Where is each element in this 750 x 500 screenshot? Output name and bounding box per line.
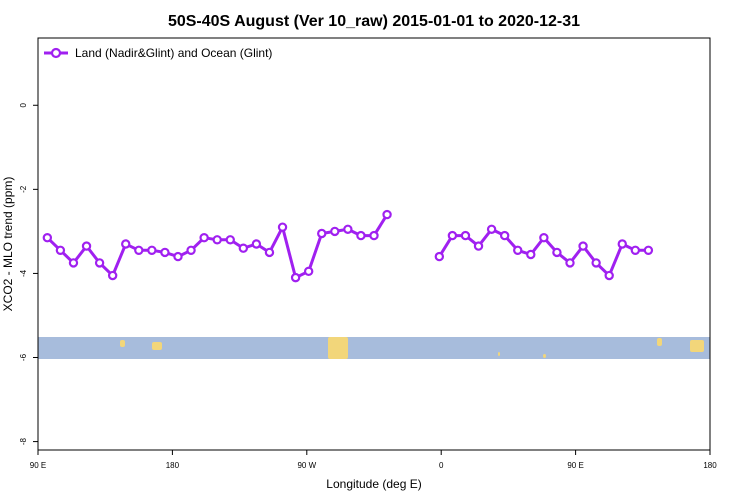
data-point	[186, 245, 196, 256]
data-point	[55, 245, 66, 256]
data-point	[526, 249, 536, 260]
y-tick-label: -8	[19, 437, 28, 445]
x-tick-label: 90 E	[567, 461, 583, 470]
data-point	[382, 209, 392, 220]
x-tick-label: 90 W	[297, 461, 316, 470]
chart-title: 50S-40S August (Ver 10_raw) 2015-01-01 t…	[168, 13, 580, 30]
land-patch	[120, 340, 125, 347]
data-point	[81, 241, 92, 251]
x-tick-label: 90 E	[30, 461, 46, 470]
data-point	[173, 251, 183, 262]
land-patch	[690, 340, 704, 352]
y-tick-label: 0	[19, 102, 28, 107]
legend: Land (Nadir&Glint) and Ocean (Glint)	[44, 46, 272, 60]
data-point	[343, 224, 353, 234]
data-point	[591, 258, 601, 268]
data-point	[473, 241, 484, 251]
data-point	[460, 230, 471, 241]
series	[42, 209, 654, 283]
data-point	[225, 235, 235, 245]
data-point	[68, 258, 79, 268]
legend-marker	[50, 47, 62, 59]
data-point	[434, 251, 445, 262]
data-point	[317, 228, 327, 239]
data-point	[447, 230, 458, 241]
data-point	[94, 258, 105, 268]
x-axis: 90 E 180 90 W 0 90 E 180	[30, 450, 717, 470]
y-axis-label: XCO2 - MLO trend (ppm)	[1, 177, 15, 312]
data-point	[369, 230, 379, 241]
legend-label: Land (Nadir&Glint) and Ocean (Glint)	[75, 46, 272, 60]
land-patch	[657, 338, 662, 346]
data-point	[303, 266, 314, 277]
data-point	[643, 245, 654, 256]
land-patch	[543, 354, 546, 358]
data-point	[238, 243, 249, 253]
data-point	[160, 247, 170, 258]
data-point	[277, 222, 288, 232]
data-point	[486, 224, 497, 234]
data-point	[513, 245, 523, 256]
data-point	[199, 232, 209, 243]
data-point	[42, 232, 53, 243]
x-tick-label: 180	[166, 461, 180, 470]
land-patch	[328, 337, 348, 359]
data-point	[134, 245, 144, 256]
data-point	[499, 230, 510, 241]
data-point	[565, 258, 575, 268]
land-patch	[498, 352, 500, 356]
data-point	[630, 245, 641, 256]
y-axis: 0 -2 -4 -6 -8	[19, 102, 38, 445]
y-tick-label: -4	[19, 269, 28, 277]
data-point	[578, 241, 588, 251]
land-patch	[152, 342, 162, 350]
plot-frame	[37, 37, 711, 451]
land-ocean-band	[38, 337, 710, 359]
y-tick-label: -6	[19, 353, 28, 361]
x-axis-label: Longitude (deg E)	[326, 477, 421, 491]
x-tick-label: 180	[703, 461, 717, 470]
data-point	[604, 270, 614, 281]
data-point	[264, 247, 275, 258]
data-point	[539, 232, 549, 243]
series-line	[46, 213, 389, 280]
x-tick-label: 0	[439, 461, 444, 470]
data-point	[552, 247, 562, 258]
data-point	[147, 245, 157, 256]
ocean-band	[38, 337, 710, 359]
y-tick-label: -2	[19, 185, 28, 193]
data-point	[251, 239, 262, 249]
data-point	[330, 226, 340, 237]
data-point	[212, 235, 222, 245]
data-point	[617, 239, 627, 249]
data-point	[356, 230, 366, 241]
data-point	[107, 270, 118, 281]
data-point	[121, 239, 131, 249]
data-point	[290, 272, 301, 283]
